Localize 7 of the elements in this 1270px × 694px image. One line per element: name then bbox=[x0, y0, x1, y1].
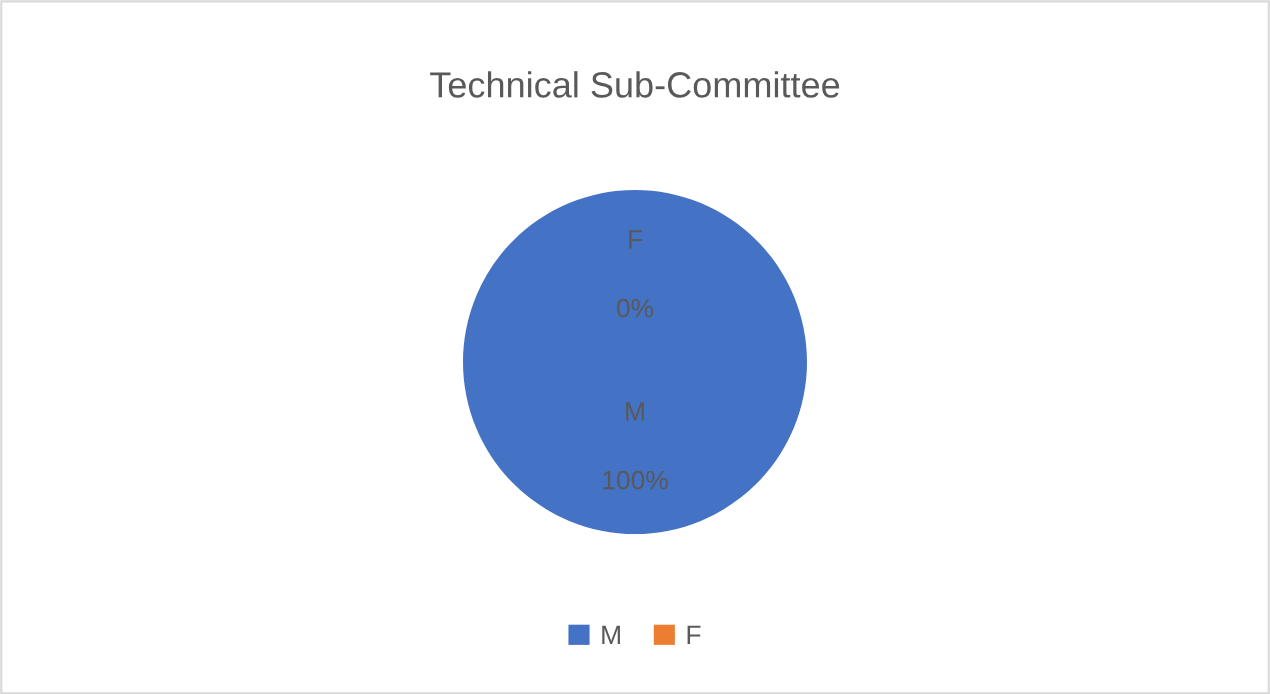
chart-title: Technical Sub-Committee bbox=[430, 71, 840, 98]
category-label: F bbox=[629, 230, 642, 249]
text: 0% bbox=[616, 298, 654, 318]
data-label: 100% bbox=[603, 470, 668, 490]
slice-label: M bbox=[626, 402, 644, 421]
legend-label: M bbox=[602, 625, 620, 644]
legend-label: F bbox=[687, 625, 701, 644]
